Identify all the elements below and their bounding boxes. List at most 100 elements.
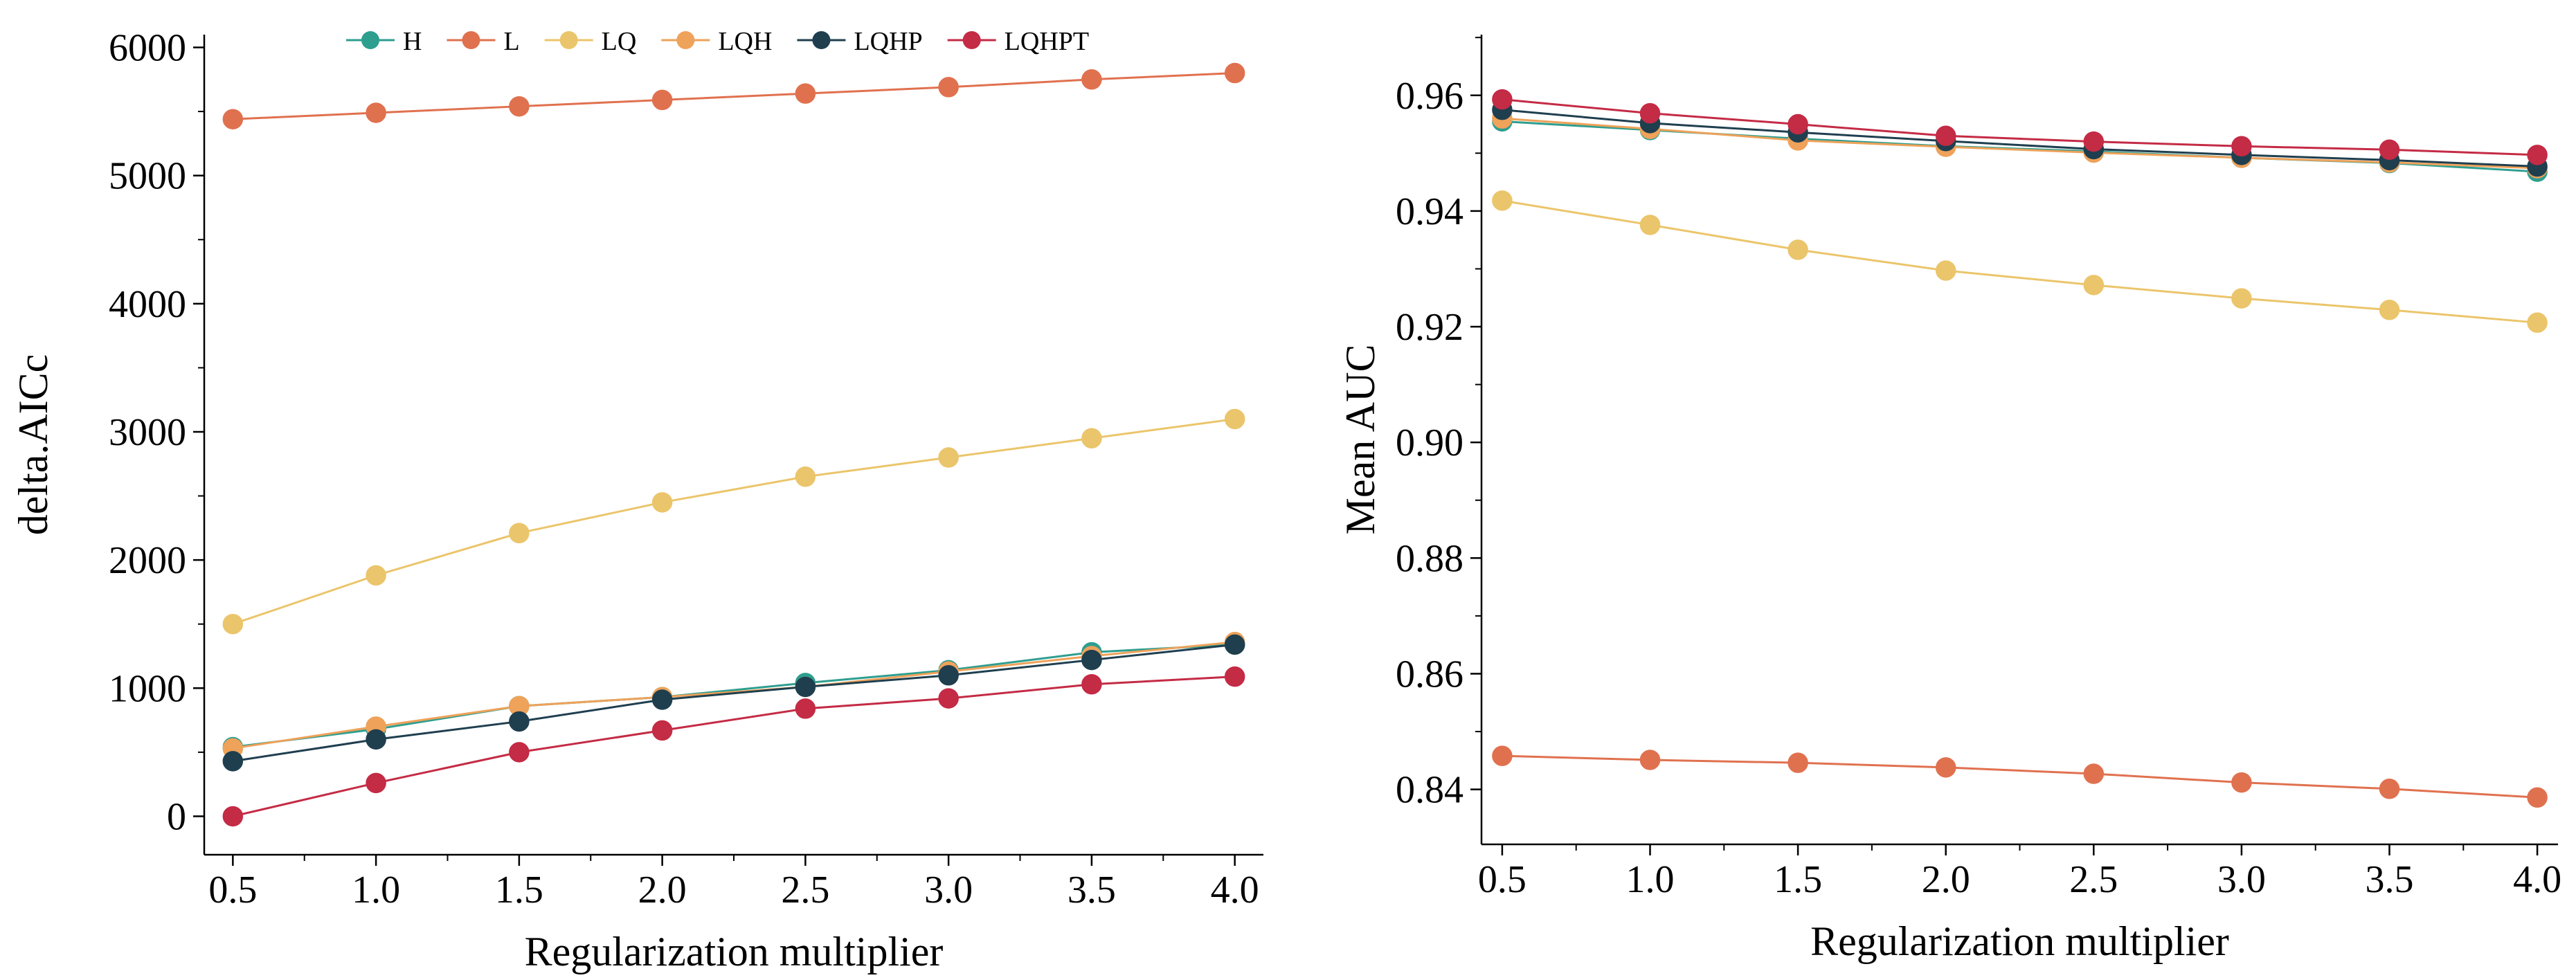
data-point-lqhpt (1787, 114, 1808, 135)
series-l (222, 62, 1245, 129)
data-point-lqhp (1081, 649, 1102, 671)
data-point-lq (2231, 288, 2252, 309)
y-tick-label: 4000 (109, 283, 186, 326)
data-point-lq (1639, 215, 1661, 235)
series-line-lq (1502, 199, 2538, 324)
data-point-l (1935, 757, 1956, 778)
data-point-lqhpt (1935, 125, 1956, 146)
data-point-lqhpt (222, 806, 244, 827)
data-point-lq (1787, 239, 1808, 260)
x-tick-label: 1.5 (495, 869, 543, 911)
data-point-lq (2379, 300, 2400, 320)
data-point-l (2083, 763, 2105, 784)
legend-marker (462, 31, 480, 49)
x-tick-label: 2.5 (781, 869, 829, 911)
data-point-l (1492, 745, 1513, 766)
x-tick-label: 3.5 (2365, 858, 2413, 901)
delta-aicc-chart: 0 1000 2000 3000 4000 5000 6000 0.5 1.0 1.5 2.0 2.5… (10, 27, 1263, 974)
series-line-lqhp (233, 643, 1235, 763)
data-point-lq (651, 492, 673, 513)
data-point-lq (509, 523, 530, 544)
data-point-lqhpt (2379, 139, 2400, 161)
series-lqhpt (1492, 89, 2548, 165)
legend: H L LQ LQH LQHP LQHPT (346, 27, 1089, 56)
data-point-lq (795, 466, 816, 487)
data-point-lqhpt (1081, 673, 1102, 695)
x-tick-label: 0.5 (1478, 858, 1526, 901)
data-point-l (509, 96, 530, 117)
legend-label: LQHP (854, 27, 922, 56)
data-point-l (1639, 750, 1661, 770)
y-tick-label: 5000 (109, 155, 186, 198)
data-point-l (795, 83, 816, 104)
data-point-lq (222, 613, 244, 635)
data-point-l (2379, 779, 2400, 799)
series-line-lqh (233, 641, 1235, 750)
y-tick-label: 0 (167, 795, 186, 838)
y-tick-label: 1000 (109, 667, 186, 710)
data-point-lqhpt (1492, 89, 1513, 110)
data-point-l (366, 102, 386, 123)
data-point-l (222, 109, 244, 129)
data-point-lq (938, 447, 959, 468)
data-point-lqhp (795, 676, 816, 698)
data-point-lqhpt (1224, 666, 1245, 687)
x-tick-label: 2.0 (1922, 858, 1970, 901)
y-tick-label: 6000 (109, 27, 186, 70)
legend-label: L (503, 27, 519, 56)
series-line-lqhpt (1502, 98, 2538, 156)
x-tick-label: 1.0 (1626, 858, 1675, 901)
x-tick-label: 1.0 (352, 869, 400, 911)
legend-marker (812, 31, 831, 49)
y-tick-label: 0.92 (1396, 306, 1463, 349)
data-point-l (1081, 69, 1102, 90)
y-tick-label: 0.94 (1396, 190, 1463, 233)
x-tick-label: 1.5 (1774, 858, 1822, 901)
data-point-l (2231, 772, 2252, 793)
data-point-lqhpt (509, 742, 530, 763)
legend-marker (559, 31, 578, 49)
y-tick-label: 0.96 (1396, 75, 1463, 118)
data-point-lqhp (1224, 634, 1245, 655)
legend-marker (361, 31, 379, 49)
data-point-lqhpt (366, 772, 386, 794)
legend-item-lqh: LQH (661, 27, 772, 56)
series-line-lqhpt (233, 675, 1235, 817)
data-point-lq (2527, 312, 2548, 333)
y-tick-label: 0.86 (1396, 653, 1463, 696)
x-tick-label: 3.5 (1068, 869, 1116, 911)
legend-label: LQHPT (1005, 27, 1089, 56)
legend-label: LQH (718, 27, 772, 56)
x-tick-label: 0.5 (208, 869, 257, 911)
y-tick-label: 0.90 (1396, 421, 1463, 464)
y-tick-label: 3000 (109, 411, 186, 454)
data-point-lq (1081, 428, 1102, 448)
series-l (1492, 745, 2548, 808)
legend-marker (962, 31, 981, 49)
data-point-lqhpt (795, 698, 816, 719)
data-point-lqhp (222, 751, 244, 772)
legend-label: LQ (602, 27, 637, 56)
data-point-lqhp (938, 665, 959, 686)
x-tick-label: 2.0 (638, 869, 687, 911)
data-point-lqhpt (2231, 136, 2252, 157)
y-tick-label: 0.88 (1396, 537, 1463, 580)
data-point-l (651, 89, 673, 111)
series-line-lqh (1502, 117, 2538, 170)
series-lqhpt (222, 666, 1245, 827)
legend-item-lqhp: LQHP (797, 27, 923, 56)
x-tick-label: 4.0 (2513, 858, 2561, 901)
data-point-l (1787, 752, 1808, 773)
data-point-lq (1224, 408, 1245, 430)
series-lq (222, 408, 1245, 635)
legend-label: H (403, 27, 422, 56)
x-axis-label: Regularization multiplier (525, 929, 944, 974)
data-point-lqhpt (2527, 145, 2548, 165)
series-lq (1492, 190, 2548, 333)
series-line-l (1502, 754, 2538, 799)
data-point-lqhp (651, 689, 673, 710)
data-point-lqhpt (2083, 131, 2105, 152)
data-point-lqhpt (651, 720, 673, 741)
x-tick-label: 3.0 (924, 869, 973, 911)
